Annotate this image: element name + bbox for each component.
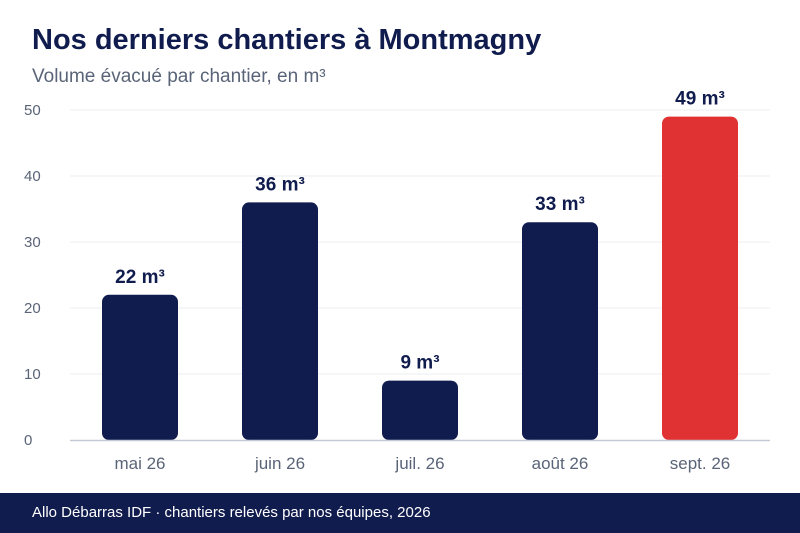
x-category-label: août 26 <box>532 454 589 473</box>
y-tick-label: 10 <box>24 366 41 383</box>
y-tick-label: 20 <box>24 300 41 317</box>
x-category-label: sept. 26 <box>670 454 731 473</box>
bar-value-label: 49 m³ <box>675 89 725 110</box>
bar-value-label: 33 m³ <box>535 194 585 215</box>
y-tick-label: 0 <box>24 432 32 449</box>
bar <box>382 380 458 440</box>
chart-subtitle: Volume évacué par chantier, en m³ <box>32 66 326 87</box>
x-category-label: juin 26 <box>254 454 305 473</box>
y-tick-label: 40 <box>24 168 41 185</box>
footer-bar: Allo Débarras IDF · chantiers relevés pa… <box>0 493 800 533</box>
bar-value-label: 9 m³ <box>400 353 439 374</box>
bar-chart: 0 10 20 30 40 50 22 m³ mai 26 36 m³ juin 26 9 m³ ju… <box>24 89 770 473</box>
y-tick-label: 50 <box>24 102 41 119</box>
bar-value-label: 22 m³ <box>115 267 165 288</box>
x-category-label: juil. 26 <box>394 454 444 473</box>
bar <box>662 116 738 440</box>
y-tick-label: 30 <box>24 234 41 251</box>
x-category-label: mai 26 <box>114 454 165 473</box>
bar <box>102 294 178 440</box>
bar-value-label: 36 m³ <box>255 174 305 195</box>
footer-source-text: Allo Débarras IDF · chantiers relevés pa… <box>32 504 431 521</box>
chart-title: Nos derniers chantiers à Montmagny <box>32 24 542 56</box>
bar <box>242 202 318 440</box>
bar <box>522 222 598 440</box>
